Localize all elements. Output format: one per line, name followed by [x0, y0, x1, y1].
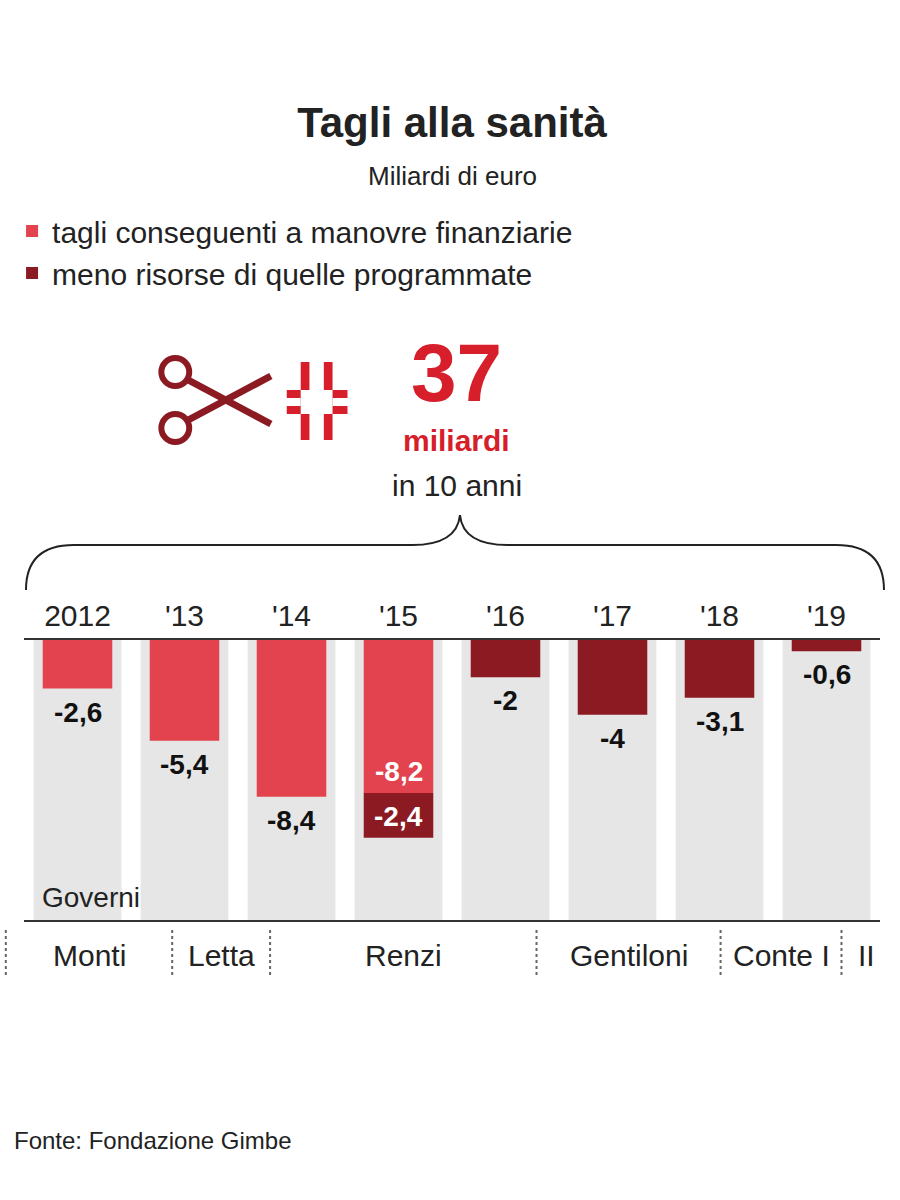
- svg-text:Letta: Letta: [188, 939, 255, 972]
- svg-text:2012: 2012: [44, 599, 111, 632]
- svg-text:Gentiloni: Gentiloni: [570, 939, 688, 972]
- svg-text:'19: '19: [807, 599, 846, 632]
- svg-text:'18: '18: [700, 599, 739, 632]
- svg-text:meno risorse di quelle program: meno risorse di quelle programmate: [52, 258, 532, 291]
- svg-text:37: 37: [411, 327, 502, 418]
- svg-text:miliardi: miliardi: [403, 424, 510, 457]
- svg-text:'13: '13: [165, 599, 204, 632]
- svg-text:'14: '14: [272, 599, 311, 632]
- svg-text:-8,2: -8,2: [375, 756, 423, 787]
- svg-text:Conte I: Conte I: [733, 939, 830, 972]
- svg-text:'17: '17: [593, 599, 632, 632]
- svg-text:Governi: Governi: [42, 882, 140, 913]
- svg-text:'16: '16: [486, 599, 525, 632]
- svg-text:Fonte: Fondazione Gimbe: Fonte: Fondazione Gimbe: [14, 1127, 292, 1154]
- svg-text:-2,6: -2,6: [54, 697, 102, 728]
- svg-text:Miliardi di euro: Miliardi di euro: [368, 161, 537, 191]
- svg-text:Tagli alla sanità: Tagli alla sanità: [297, 99, 607, 146]
- svg-text:-2,4: -2,4: [374, 801, 423, 832]
- svg-text:-0,6: -0,6: [803, 659, 851, 690]
- svg-text:II: II: [858, 939, 875, 972]
- svg-text:'15: '15: [379, 599, 418, 632]
- svg-text:Renzi: Renzi: [365, 939, 442, 972]
- svg-text:-8,4: -8,4: [267, 805, 316, 836]
- svg-text:-3,1: -3,1: [696, 706, 744, 737]
- svg-text:-4: -4: [600, 723, 625, 754]
- svg-text:Monti: Monti: [53, 939, 126, 972]
- svg-text:-5,4: -5,4: [160, 749, 209, 780]
- svg-text:in 10 anni: in 10 anni: [392, 469, 522, 502]
- svg-text:tagli conseguenti a manovre fi: tagli conseguenti a manovre finanziarie: [52, 216, 572, 249]
- svg-text:-2: -2: [493, 685, 518, 716]
